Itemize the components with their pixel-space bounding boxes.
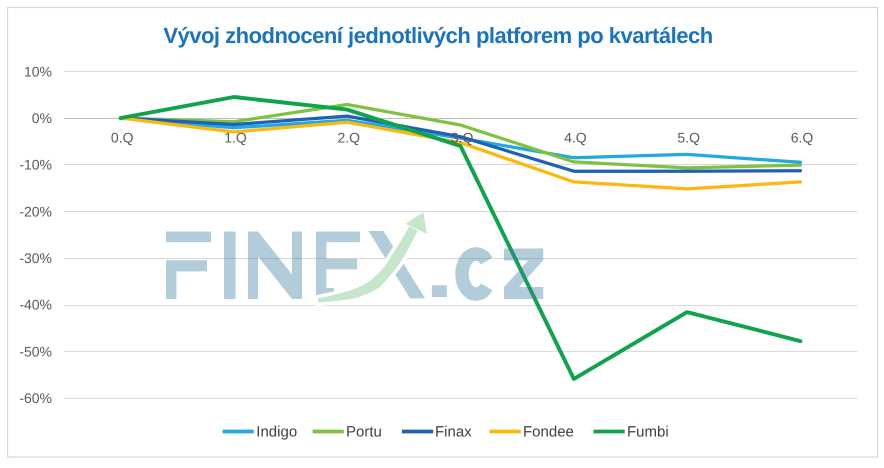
svg-text:2.Q: 2.Q	[338, 130, 361, 146]
svg-text:-50%: -50%	[19, 343, 52, 359]
svg-text:10%: 10%	[24, 63, 52, 79]
svg-text:Vývoj zhodnocení jednotlivých: Vývoj zhodnocení jednotlivých platforem …	[163, 23, 712, 48]
svg-text:Portu: Portu	[346, 424, 382, 441]
svg-text:4.Q: 4.Q	[564, 130, 587, 146]
svg-text:6.Q: 6.Q	[791, 130, 814, 146]
svg-text:-60%: -60%	[19, 390, 52, 406]
svg-text:-40%: -40%	[19, 297, 52, 313]
svg-text:0%: 0%	[32, 110, 52, 126]
svg-text:-10%: -10%	[19, 157, 52, 173]
svg-text:Fondee: Fondee	[523, 424, 574, 441]
svg-text:-30%: -30%	[19, 250, 52, 266]
svg-text:Fumbi: Fumbi	[627, 424, 669, 441]
svg-text:-20%: -20%	[19, 203, 52, 219]
svg-text:0.Q: 0.Q	[111, 130, 134, 146]
svg-text:5.Q: 5.Q	[677, 130, 700, 146]
svg-text:Finax: Finax	[435, 424, 472, 441]
svg-text:Indigo: Indigo	[256, 424, 297, 441]
svg-text:3.Q: 3.Q	[451, 130, 474, 146]
svg-text:1.Q: 1.Q	[224, 130, 247, 146]
